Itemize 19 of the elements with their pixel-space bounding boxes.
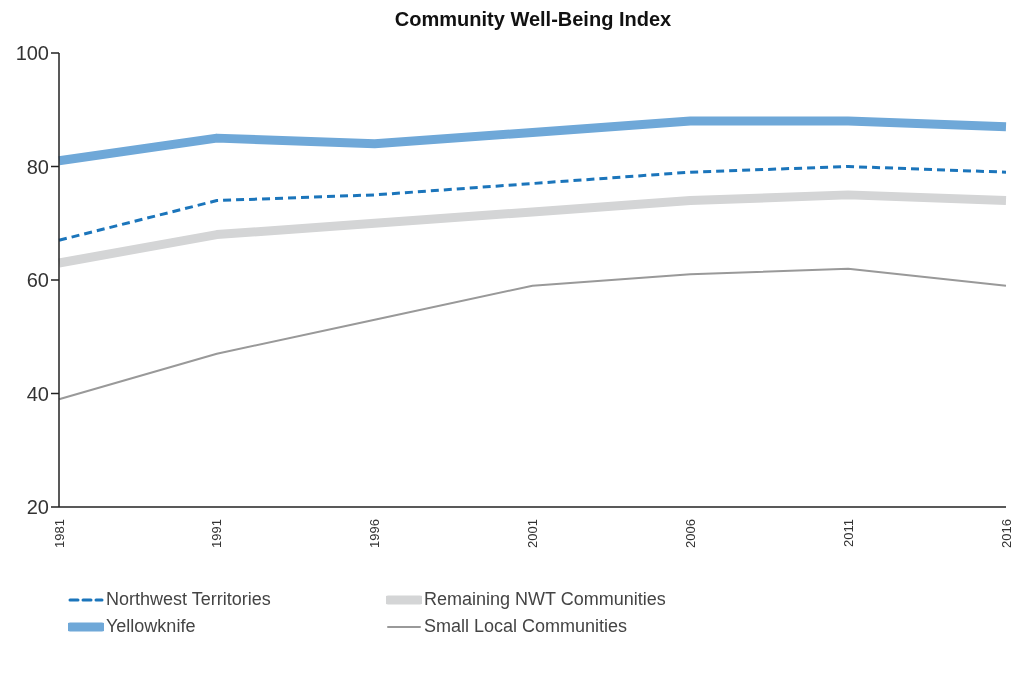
x-tick-label: 2016 [998,519,1014,548]
legend-label: Remaining NWT Communities [424,589,666,610]
x-tick-label: 1991 [209,519,225,548]
y-tick-label: 80 [26,155,49,178]
legend-label: Small Local Communities [424,616,628,637]
line-series [58,267,1007,401]
x-tick-label: 1996 [367,519,383,548]
line-series [57,165,1008,242]
chart-title: Community Well-Being Index [393,8,673,31]
x-tick-label: 1981 [51,519,67,548]
x-tick-label: 2011 [840,519,856,547]
legend-label: Yellowknife [106,616,196,637]
x-tick-label: 2001 [525,519,540,548]
legend-label: Northwest Territories [106,589,271,610]
y-tick-label: 20 [26,496,49,519]
y-tick-label: 100 [15,42,49,65]
y-tick-label: 40 [26,382,49,405]
y-tick-label: 60 [26,269,49,292]
x-tick-label: 2006 [682,519,698,548]
